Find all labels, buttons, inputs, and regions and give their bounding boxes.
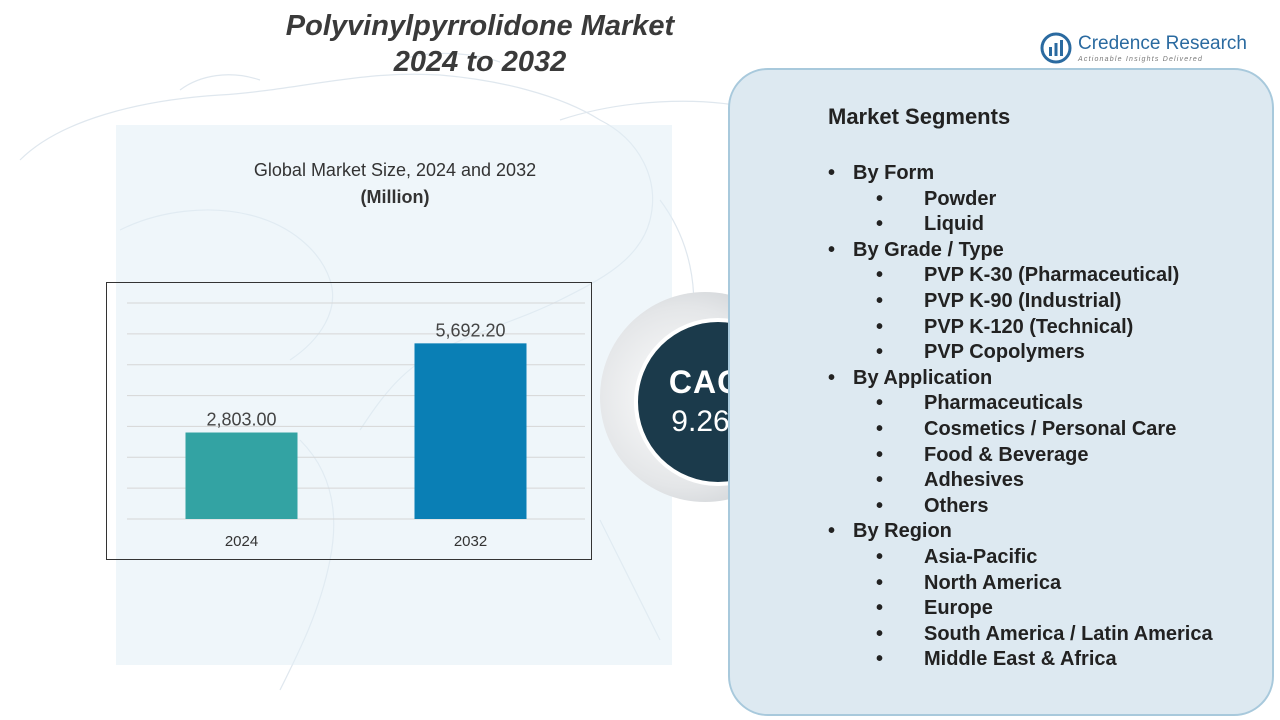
segment-item-label: PVP Copolymers <box>924 341 1085 364</box>
segment-item-label: Cosmetics / Personal Care <box>924 417 1177 440</box>
segment-item-label: PVP K-30 (Pharmaceutical) <box>924 264 1180 287</box>
data-label: 5,692.20 <box>435 320 505 340</box>
segment-group: • By Grade / Type <box>828 238 1213 264</box>
chart-subtitle: Global Market Size, 2024 and 2032 (Milli… <box>200 160 590 208</box>
segment-group-label: By Form <box>853 162 935 184</box>
segment-item-label: Food & Beverage <box>924 443 1089 466</box>
segment-item-label: PVP K-90 (Industrial) <box>924 289 1122 312</box>
segment-item: • Europe <box>828 596 1213 622</box>
bullet-icon: • <box>876 187 884 210</box>
bullet-icon: • <box>876 494 884 517</box>
segment-item: • Asia-Pacific <box>828 545 1213 571</box>
bullet-icon: • <box>828 238 836 261</box>
title-line-1: Polyvinylpyrrolidone Market <box>285 10 675 42</box>
chart-title: Polyvinylpyrrolidone Market 2024 to 2032 <box>200 8 760 80</box>
bullet-icon: • <box>876 597 884 620</box>
bar <box>185 432 298 519</box>
segment-item-label: North America <box>924 571 1062 594</box>
segments-panel <box>728 68 1274 716</box>
bullet-icon: • <box>876 648 884 671</box>
segment-group: • By Application <box>828 366 1213 392</box>
bullet-icon: • <box>876 469 884 492</box>
bullet-icon: • <box>876 392 884 415</box>
segment-group: • By Region <box>828 519 1213 545</box>
data-label: 2,803.00 <box>206 410 276 430</box>
segment-group: • By Form <box>828 161 1213 187</box>
segment-item-label: Others <box>924 494 989 517</box>
segment-item: • PVP K-90 (Industrial) <box>828 289 1213 315</box>
segment-item: • Pharmaceuticals <box>828 391 1213 417</box>
bullet-icon: • <box>876 264 884 287</box>
segments-title: Market Segments <box>828 104 1011 129</box>
bullet-icon: • <box>876 545 884 568</box>
segment-item-label: Middle East & Africa <box>924 648 1117 671</box>
segment-item: • Food & Beverage <box>828 443 1213 469</box>
x-tick-label: 2032 <box>454 533 487 550</box>
segment-group-label: By Grade / Type <box>853 238 1004 261</box>
bullet-icon: • <box>876 622 884 645</box>
segment-group-label: By Application <box>853 366 993 389</box>
bullet-icon: • <box>828 162 836 184</box>
segment-item-label: South America / Latin America <box>924 622 1213 645</box>
bullet-icon: • <box>828 520 836 543</box>
segment-item-label: Pharmaceuticals <box>924 392 1083 415</box>
x-tick-label: 2024 <box>225 533 258 550</box>
bullet-icon: • <box>876 289 884 312</box>
brand-logo-icon <box>1040 32 1072 64</box>
bar-chart-frame: 2,803.00 2024 5,692.20 2032 <box>106 282 592 560</box>
segment-item: • PVP K-120 (Technical) <box>828 315 1213 341</box>
segment-item: • Others <box>828 494 1213 520</box>
segment-item: • PVP Copolymers <box>828 340 1213 366</box>
brand-tagline: Actionable Insights Delivered <box>1078 56 1204 63</box>
segment-item-label: Asia-Pacific <box>924 545 1038 568</box>
segment-item-label: Liquid <box>924 213 984 236</box>
bullet-icon: • <box>828 366 836 389</box>
bullet-icon: • <box>876 213 884 236</box>
segments-list: • By Form • Powder • Liquid • By Grade / Type • P… <box>828 161 1213 673</box>
bar <box>414 343 527 519</box>
bullet-icon: • <box>876 571 884 594</box>
segment-item: • North America <box>828 571 1213 597</box>
chart-subtitle-line-1: Global Market Size, 2024 and 2032 <box>253 160 537 180</box>
segment-item-label: Europe <box>924 597 993 620</box>
title-line-2: 2024 to 2032 <box>393 46 567 78</box>
segment-item: • Powder <box>828 187 1213 213</box>
chart-panel-background <box>116 125 672 665</box>
segment-item: • PVP K-30 (Pharmaceutical) <box>828 263 1213 289</box>
segment-item: • Middle East & Africa <box>828 647 1213 673</box>
bullet-icon: • <box>876 341 884 364</box>
segment-item: • Liquid <box>828 212 1213 238</box>
bullet-icon: • <box>876 417 884 440</box>
bullet-icon: • <box>876 315 884 338</box>
brand-logo: Credence Research Actionable Insights De… <box>1040 30 1270 70</box>
bar-chart: 2,803.00 2024 5,692.20 2032 <box>127 302 585 550</box>
segment-item: • Adhesives <box>828 468 1213 494</box>
segment-group-label: By Region <box>853 520 952 543</box>
bullet-icon: • <box>876 443 884 466</box>
brand-name: Credence Research <box>1078 33 1247 54</box>
segment-item: • South America / Latin America <box>828 622 1213 648</box>
segment-item-label: Powder <box>924 187 997 210</box>
segment-item: • Cosmetics / Personal Care <box>828 417 1213 443</box>
segment-item-label: PVP K-120 (Technical) <box>924 315 1134 338</box>
segment-item-label: Adhesives <box>924 469 1025 492</box>
chart-subtitle-line-2: (Million) <box>360 187 430 207</box>
